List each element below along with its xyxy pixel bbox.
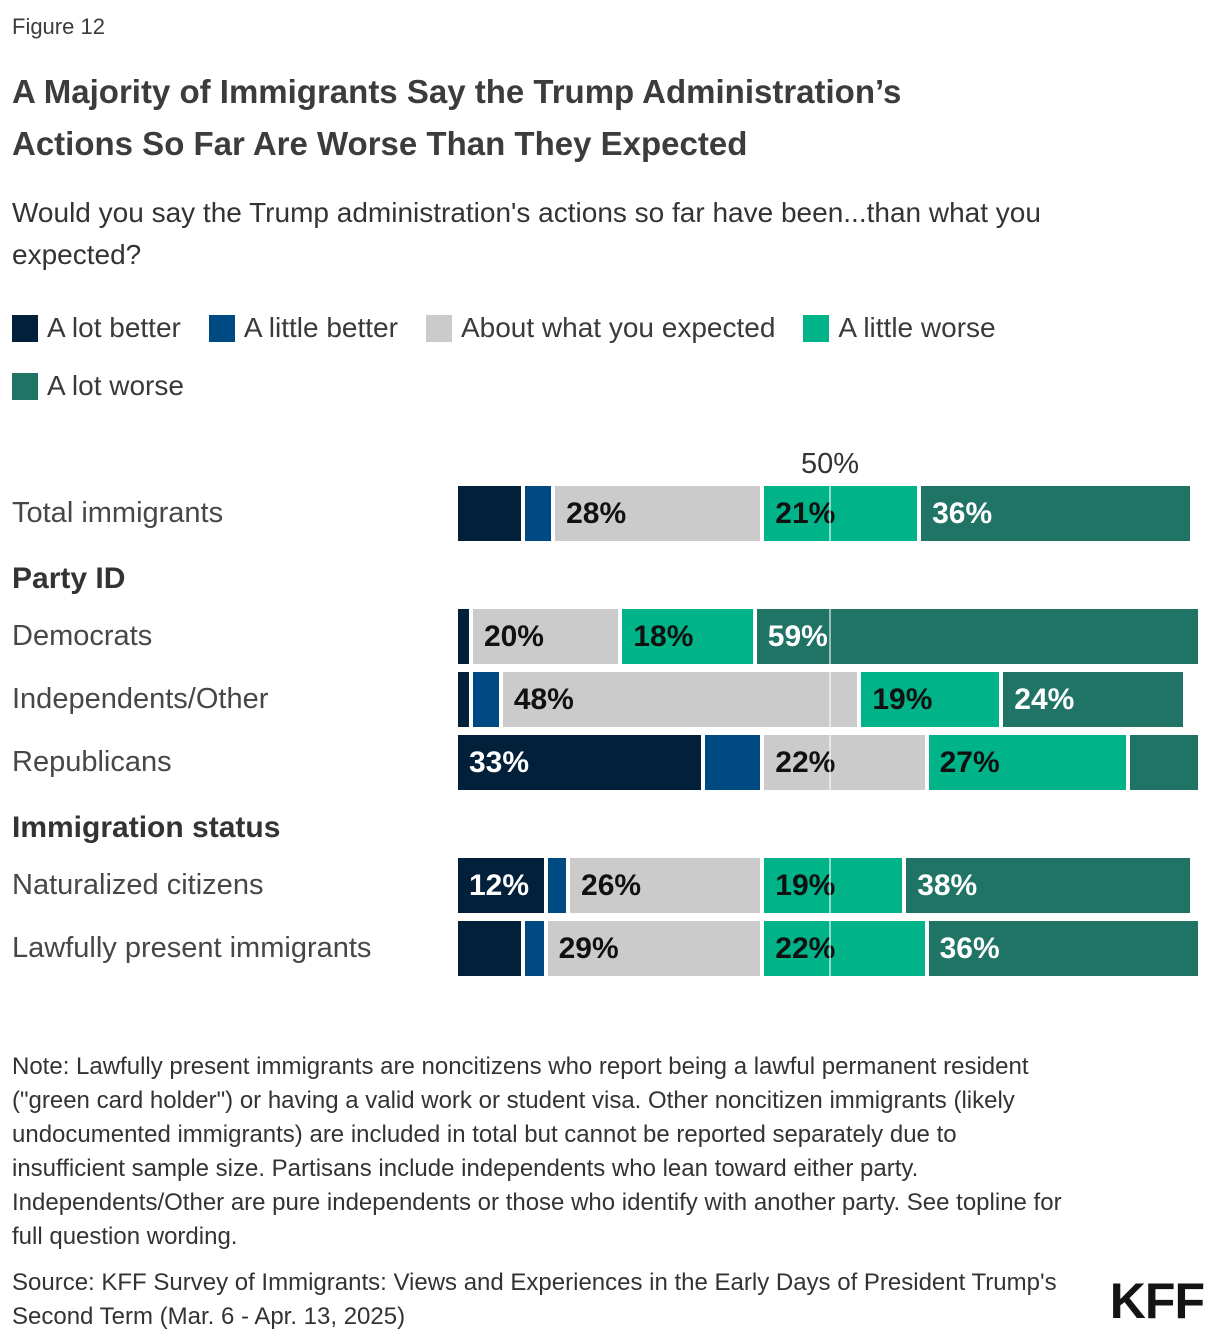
bar-segment-a_lot_better: 33% xyxy=(458,735,701,790)
bar-row: Republicans 33% 22% 27% xyxy=(12,735,1205,790)
segment-value-label: 22% xyxy=(775,746,836,779)
segment-value-label: 12% xyxy=(469,869,530,902)
kff-logo: KFF xyxy=(1109,1273,1205,1329)
legend-swatch-icon xyxy=(12,314,38,342)
bar-row: Total immigrants 28% 21% 36% xyxy=(12,486,1205,541)
row-label: Naturalized citizens xyxy=(12,869,264,901)
legend-label: A little better xyxy=(243,312,398,343)
segment-value-label: 36% xyxy=(939,932,1000,965)
segment-value-label: 22% xyxy=(775,932,836,965)
stacked-bar: 28% 21% 36% xyxy=(458,486,1205,541)
bar-segment-a_lot_better xyxy=(458,486,522,541)
bar-row: Democrats 20% 18% 59% xyxy=(12,609,1205,664)
bar-segment-a_lot_worse: 59% xyxy=(756,609,1198,664)
chart-subtitle: Would you say the Trump administration's… xyxy=(12,197,1041,270)
section-header: Immigration status xyxy=(12,811,281,844)
legend-item-a_little_better: A little better xyxy=(208,312,398,344)
segment-value-label: 38% xyxy=(917,869,978,902)
section-header: Party ID xyxy=(12,562,126,595)
chart-title: A Majority of Immigrants Say the Trump A… xyxy=(12,73,902,162)
bar-segment-a_little_worse: 18% xyxy=(622,609,753,664)
bar-segment-a_lot_better xyxy=(458,609,469,664)
bar-segment-a_little_worse: 21% xyxy=(764,486,918,541)
segment-value-label: 21% xyxy=(775,497,836,530)
row-label: Democrats xyxy=(12,620,153,652)
segment-value-label: 26% xyxy=(581,869,642,902)
row-label: Lawfully present immigrants xyxy=(12,932,372,964)
stacked-bar: 12% 26% 19% 38% xyxy=(458,858,1205,913)
legend-swatch-icon xyxy=(12,372,38,400)
bar-segment-about_expected: 20% xyxy=(472,609,619,664)
stacked-bar: 20% 18% 59% xyxy=(458,609,1205,664)
segment-value-label: 19% xyxy=(775,869,836,902)
legend: A lot better A little better About what yo… xyxy=(12,312,1205,402)
bar-segment-a_little_worse: 19% xyxy=(764,858,903,913)
bar-segment-about_expected: 22% xyxy=(764,735,925,790)
legend-swatch-icon xyxy=(208,314,235,342)
legend-item-a_lot_worse: A lot worse xyxy=(12,370,184,402)
bar-segment-a_little_better xyxy=(525,921,544,976)
bar-segment-a_little_worse: 19% xyxy=(861,672,1000,727)
bar-row: Lawfully present immigrants 29% 22% 36% xyxy=(12,921,1205,976)
segment-value-label: 28% xyxy=(566,497,627,530)
stacked-bar: 48% 19% 24% xyxy=(458,672,1205,727)
row-label: Total immigrants xyxy=(12,497,224,529)
bar-segment-a_little_better xyxy=(547,858,567,913)
segment-value-label: 20% xyxy=(483,620,544,653)
bar-segment-a_little_better xyxy=(472,672,499,727)
bar-segment-a_lot_worse xyxy=(1130,735,1198,790)
legend-swatch-icon xyxy=(803,314,830,342)
legend-row: A lot better A little better About what yo… xyxy=(12,312,1205,344)
stacked-bar: 29% 22% 36% xyxy=(458,921,1205,976)
segment-value-label: 29% xyxy=(558,932,619,965)
bar-segment-a_little_better xyxy=(704,735,761,790)
bar-segment-a_lot_better xyxy=(458,921,522,976)
note-text: Note: Lawfully present immigrants are no… xyxy=(12,1053,1062,1250)
legend-item-about_expected: About what you expected xyxy=(425,312,776,344)
segment-value-label: 36% xyxy=(932,497,993,530)
legend-label: A lot worse xyxy=(47,370,184,401)
source-text: Source: KFF Survey of Immigrants: Views … xyxy=(12,1269,1057,1330)
bar-segment-a_little_better xyxy=(525,486,552,541)
legend-row: A lot worse xyxy=(12,370,1205,402)
legend-item-a_little_worse: A little worse xyxy=(803,312,996,344)
legend-label: About what you expected xyxy=(460,312,776,343)
bar-segment-a_lot_better xyxy=(458,672,469,727)
legend-label: A little worse xyxy=(838,312,996,343)
bar-segment-about_expected: 28% xyxy=(555,486,761,541)
legend-swatch-icon xyxy=(425,314,452,342)
stacked-bar-chart: 50% Total immigrants 28% 21% 36% Party ID Dem… xyxy=(12,446,1205,976)
segment-value-label: 18% xyxy=(633,620,694,653)
segment-value-label: 19% xyxy=(872,683,933,716)
bar-segment-a_lot_worse: 24% xyxy=(1003,672,1183,727)
row-label: Independents/Other xyxy=(12,683,269,715)
segment-value-label: 59% xyxy=(767,620,828,653)
bar-segment-a_lot_worse: 38% xyxy=(906,858,1191,913)
bar-segment-a_lot_better: 12% xyxy=(458,858,544,913)
figure-label: Figure 12 xyxy=(12,14,105,39)
segment-value-label: 48% xyxy=(513,683,574,716)
bar-segment-about_expected: 26% xyxy=(570,858,761,913)
segment-value-label: 33% xyxy=(469,746,530,779)
bar-segment-a_little_worse: 27% xyxy=(928,735,1127,790)
bar-segment-a_lot_worse: 36% xyxy=(921,486,1191,541)
bar-segment-a_lot_worse: 36% xyxy=(928,921,1198,976)
stacked-bar: 33% 22% 27% xyxy=(458,735,1205,790)
legend-item-a_lot_better: A lot better xyxy=(12,312,181,344)
segment-value-label: 27% xyxy=(939,746,1000,779)
bar-segment-a_little_worse: 22% xyxy=(764,921,925,976)
bar-segment-about_expected: 48% xyxy=(502,672,858,727)
segment-value-label: 24% xyxy=(1014,683,1075,716)
legend-label: A lot better xyxy=(47,312,181,343)
bar-segment-about_expected: 29% xyxy=(547,921,761,976)
bar-row: Independents/Other 48% 19% 24% xyxy=(12,672,1205,727)
bar-row: Naturalized citizens 12% 26% 19% 38% xyxy=(12,858,1205,913)
axis-tick-50: 50% xyxy=(800,448,860,480)
row-label: Republicans xyxy=(12,746,172,778)
